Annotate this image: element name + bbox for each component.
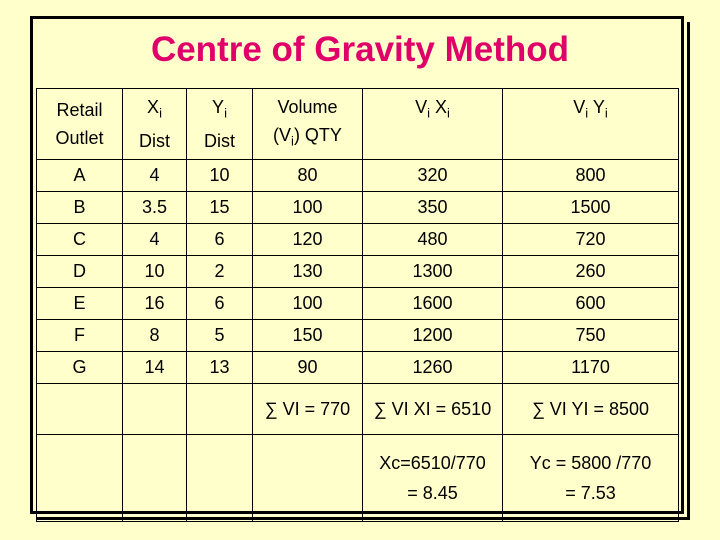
header-y-dist: Yi Dist	[186, 88, 253, 160]
cell-volume: 130	[252, 255, 363, 288]
table-row: F 8 5 150 1200 750	[36, 319, 679, 352]
cell-outlet: A	[36, 159, 123, 192]
blank-cell	[36, 434, 123, 522]
cell-y: 2	[186, 255, 253, 288]
result-yc: Yc = 5800 /770 = 7.53	[502, 434, 679, 522]
cell-vx: 1200	[362, 319, 503, 352]
cell-vy: 800	[502, 159, 679, 192]
header-x-dist: Xi Dist	[122, 88, 187, 160]
cell-vy: 720	[502, 223, 679, 256]
cell-outlet: E	[36, 287, 123, 320]
sum-volume: ∑ VI = 770	[252, 383, 363, 435]
header-row: Retail Outlet Xi Dist Yi Dist Volume (Vi) QT…	[36, 88, 679, 160]
yc-formula: Yc = 5800 /770	[529, 453, 652, 473]
blank-cell	[186, 383, 253, 435]
cell-volume: 150	[252, 319, 363, 352]
cell-y: 10	[186, 159, 253, 192]
blank-cell	[122, 383, 187, 435]
blank-cell	[122, 434, 187, 522]
cell-vx: 480	[362, 223, 503, 256]
table-row: G 14 13 90 1260 1170	[36, 351, 679, 384]
cell-vy: 1170	[502, 351, 679, 384]
cell-vy: 600	[502, 287, 679, 320]
cell-volume: 100	[252, 191, 363, 224]
header-vi-xi: Vi Xi	[362, 88, 503, 160]
slide-title: Centre of Gravity Method	[150, 30, 570, 69]
cell-y: 13	[186, 351, 253, 384]
header-volume: Volume (Vi) QTY	[252, 88, 363, 160]
cell-y: 6	[186, 223, 253, 256]
table-row: B 3.5 15 100 350 1500	[36, 191, 679, 224]
header-outlet: Retail Outlet	[36, 88, 123, 160]
cell-vx: 1300	[362, 255, 503, 288]
xc-value: = 8.45	[407, 483, 458, 503]
xc-formula: Xc=6510/770	[379, 453, 486, 473]
cell-vy: 750	[502, 319, 679, 352]
cell-y: 15	[186, 191, 253, 224]
cell-x: 14	[122, 351, 187, 384]
table-row: C 4 6 120 480 720	[36, 223, 679, 256]
cell-volume: 100	[252, 287, 363, 320]
sum-row: ∑ VI = 770 ∑ VI XI = 6510 ∑ VI YI = 8500	[36, 383, 679, 435]
cell-x: 4	[122, 223, 187, 256]
sum-vy: ∑ VI YI = 8500	[502, 383, 679, 435]
blank-cell	[36, 383, 123, 435]
cell-outlet: C	[36, 223, 123, 256]
result-xc: Xc=6510/770 = 8.45	[362, 434, 503, 522]
cell-x: 8	[122, 319, 187, 352]
table-row: E 16 6 100 1600 600	[36, 287, 679, 320]
cell-volume: 120	[252, 223, 363, 256]
header-vi-yi: Vi Yi	[502, 88, 679, 160]
cell-outlet: G	[36, 351, 123, 384]
cell-outlet: D	[36, 255, 123, 288]
cell-vy: 260	[502, 255, 679, 288]
table-row: A 4 10 80 320 800	[36, 159, 679, 192]
cog-table: Retail Outlet Xi Dist Yi Dist Volume (Vi) QT…	[36, 88, 679, 522]
cell-x: 4	[122, 159, 187, 192]
cell-outlet: B	[36, 191, 123, 224]
cell-x: 3.5	[122, 191, 187, 224]
cell-x: 10	[122, 255, 187, 288]
table-row: D 10 2 130 1300 260	[36, 255, 679, 288]
yc-value: = 7.53	[565, 483, 616, 503]
cell-volume: 90	[252, 351, 363, 384]
cell-vx: 1260	[362, 351, 503, 384]
cell-x: 16	[122, 287, 187, 320]
blank-cell	[252, 434, 363, 522]
cell-y: 6	[186, 287, 253, 320]
cell-vx: 350	[362, 191, 503, 224]
cell-vx: 320	[362, 159, 503, 192]
cell-vy: 1500	[502, 191, 679, 224]
cell-outlet: F	[36, 319, 123, 352]
cell-volume: 80	[252, 159, 363, 192]
sum-vx: ∑ VI XI = 6510	[362, 383, 503, 435]
cell-y: 5	[186, 319, 253, 352]
blank-cell	[186, 434, 253, 522]
cell-vx: 1600	[362, 287, 503, 320]
result-row: Xc=6510/770 = 8.45 Yc = 5800 /770 = 7.53	[36, 434, 679, 522]
